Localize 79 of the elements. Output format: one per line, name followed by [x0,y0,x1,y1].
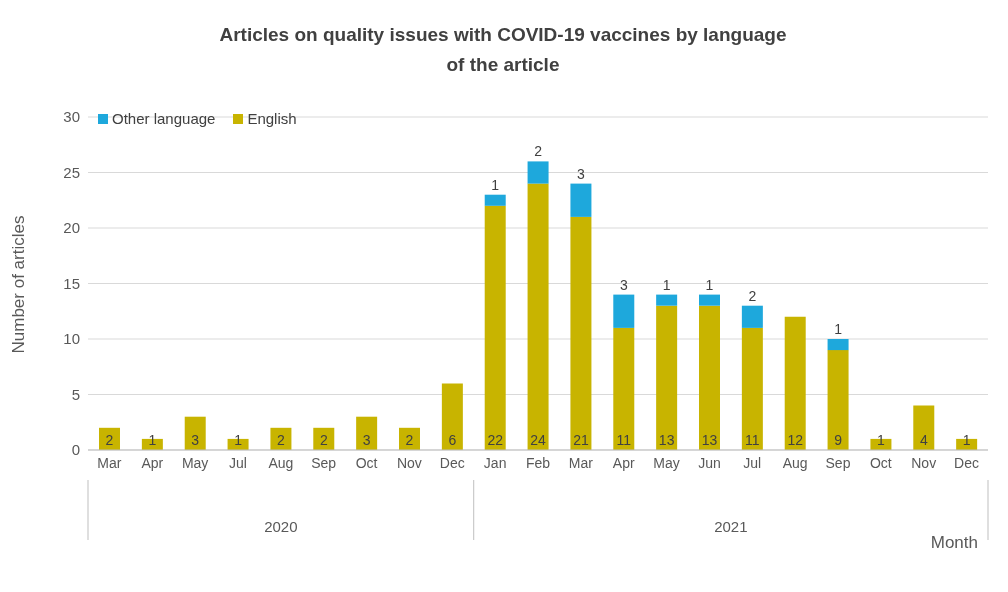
data-label: 6 [448,432,457,448]
x-tick-label: Dec [439,454,465,471]
bar [570,216,592,450]
x-tick-label: May [181,454,209,471]
bar [784,316,806,450]
x-tick-label: Oct [355,454,378,471]
bar [484,205,506,450]
x-tick-label: Nov [911,454,937,471]
x-tick-label: Mar [568,454,594,471]
data-label: 3 [191,432,200,448]
data-label: 2 [534,143,543,160]
text: 2020 [264,518,298,535]
data-label: 1 [705,276,714,293]
y-tick-label: 5 [71,385,80,403]
x-tick-label: Aug [268,454,294,471]
data-label: 3 [577,165,586,182]
data-label: 22 [487,432,504,448]
text: 2021 [714,518,748,535]
x-tick-label: Nov [396,454,422,471]
y-tick-label: 25 [63,163,80,181]
bar [656,305,678,450]
y-axis-title: Number of articles [9,215,29,354]
data-label: 2 [405,432,414,448]
data-label: 12 [787,432,804,448]
bar [741,327,763,450]
x-tick-label: Oct [869,454,892,471]
bar [484,194,506,206]
y-tick-label: 15 [63,274,80,292]
bar [613,294,635,328]
bar [527,161,549,184]
x-tick-label: Jul [743,454,762,471]
y-tick-label: 20 [63,219,80,237]
data-label: 1 [834,321,843,337]
x-tick-label: Apr [612,454,635,471]
x-tick-label: Apr [141,454,164,471]
x-tick-label: Jan [483,454,507,471]
data-label: 1 [662,276,671,293]
bar [613,327,635,450]
x-tick-label: Feb [525,454,551,471]
x-tick-label: Mar [97,454,122,471]
data-label: 13 [658,432,675,448]
data-label: 21 [573,432,589,448]
x-tick-label: Sep [825,454,851,471]
x-tick-label: Jul [229,454,247,471]
y-tick-label: 0 [71,441,80,459]
data-label: 2 [277,432,286,448]
x-axis-title: Month [930,533,978,552]
bar [827,339,849,351]
data-label: 9 [834,432,843,448]
bar [913,405,935,450]
x-tick-label: Jun [698,454,721,471]
chart-title: Articles on quality issues with COVID-19 vaccines by language of the article [218,23,788,77]
data-label: 4 [919,432,928,448]
x-tick-label: Sep [311,454,337,471]
y-tick-label: 10 [63,330,80,348]
bar [570,183,592,217]
bar [441,383,463,450]
data-label: 24 [530,432,547,448]
data-label: 2 [105,432,114,448]
bar [656,294,678,306]
legend-label: Other language [111,110,216,127]
data-label: 1 [491,176,500,193]
data-label: 3 [362,432,371,448]
legend-label: English [246,110,297,127]
data-label: 11 [745,432,760,448]
data-label: 2 [319,432,328,448]
x-tick-label: Aug [782,454,808,471]
bar [699,305,720,450]
x-tick-label: Dec [954,454,980,471]
x-tick-label: May [653,454,680,471]
bar [527,183,549,450]
data-label: 13 [701,432,718,448]
y-tick-label: 30 [63,108,80,126]
data-label: 11 [616,432,632,448]
bar [741,305,763,328]
bar [827,350,849,450]
data-label: 2 [748,287,757,304]
data-label: 3 [619,276,628,293]
bar [699,294,720,306]
